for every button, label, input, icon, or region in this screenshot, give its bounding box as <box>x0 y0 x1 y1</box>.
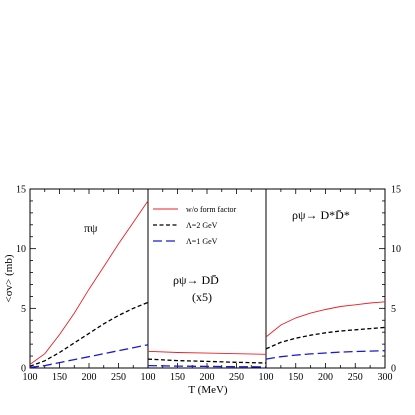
x-tick-label: 250 <box>229 372 244 383</box>
series-line-middle-1 <box>147 358 267 364</box>
y-axis-title: <σv> (mb) <box>3 254 15 302</box>
y-tick-label-right: 5 <box>391 304 396 315</box>
axis-ticks <box>29 188 386 369</box>
x-tick-label: 100 <box>259 372 274 383</box>
tick-labels: 100 150 200 250 100 150 200 250 100 150 200 250 3000… <box>16 185 401 384</box>
y-tick-label-right: 15 <box>391 185 401 196</box>
series-line-left-2 <box>29 344 149 369</box>
panel-label-left: πψ <box>84 221 98 235</box>
legend-entry: w/o form factor <box>186 205 237 214</box>
x-tick-label: 150 <box>52 372 67 383</box>
x-tick-label: 200 <box>318 372 333 383</box>
panel-scale-note: (x5) <box>192 290 212 304</box>
legend-entry: Λ=1 GeV <box>186 237 218 246</box>
panel-frame-0 <box>29 188 149 369</box>
x-tick-label: 100 <box>141 372 156 383</box>
x-tick-label: 250 <box>111 372 126 383</box>
x-tick-label: 200 <box>200 372 215 383</box>
y-tick-label-right: 0 <box>391 364 396 375</box>
series-line-right-1 <box>265 326 386 350</box>
series-line-middle-0 <box>147 350 267 355</box>
y-tick-label-right: 10 <box>391 244 401 255</box>
y-tick-label-left: 5 <box>21 304 26 315</box>
legend: w/o form factor Λ=2 GeV Λ=1 GeV <box>153 205 237 246</box>
series-line-right-2 <box>265 350 386 360</box>
series-line-left-0 <box>29 200 149 365</box>
panel-label-middle: ρψ→ DD̄ <box>173 273 219 287</box>
series-line-left-1 <box>29 301 149 367</box>
y-tick-label-left: 15 <box>16 185 26 196</box>
series-line-right-0 <box>265 301 386 338</box>
x-tick-label: 300 <box>378 372 393 383</box>
x-tick-label: 100 <box>23 372 38 383</box>
legend-entry: Λ=2 GeV <box>186 221 218 230</box>
series-lines <box>29 200 386 369</box>
x-tick-label: 150 <box>170 372 185 383</box>
x-tick-label: 250 <box>348 372 363 383</box>
x-tick-label: 150 <box>288 372 303 383</box>
y-tick-label-left: 0 <box>21 364 26 375</box>
y-tick-label-left: 10 <box>16 244 26 255</box>
x-axis-title: T (MeV) <box>188 384 228 396</box>
x-tick-label: 200 <box>82 372 97 383</box>
series-line-middle-2 <box>147 364 267 368</box>
panel-label-right: ρψ→ D*D̄* <box>292 208 350 222</box>
